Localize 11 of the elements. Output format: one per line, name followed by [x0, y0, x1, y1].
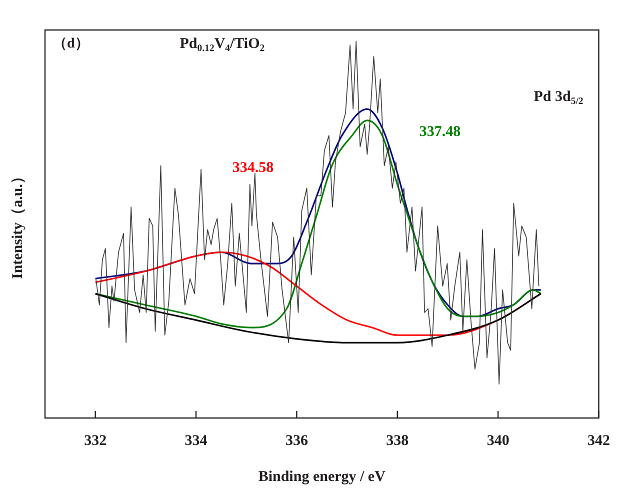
x-tick-label: 342 [588, 432, 610, 449]
x-axis-title: Binding energy / eV [258, 468, 386, 485]
y-axis-title: Intensity（a.u.） [10, 168, 26, 280]
x-tick-label: 340 [486, 432, 510, 449]
annotation: 334.58 [232, 160, 274, 176]
x-tick-label: 338 [386, 432, 409, 449]
annotation: 337.48 [419, 124, 461, 140]
x-tick-label: 332 [84, 432, 107, 449]
x-tick-label: 334 [184, 432, 208, 449]
annotation: （d） [53, 36, 89, 52]
x-tick-label: 336 [285, 432, 308, 449]
